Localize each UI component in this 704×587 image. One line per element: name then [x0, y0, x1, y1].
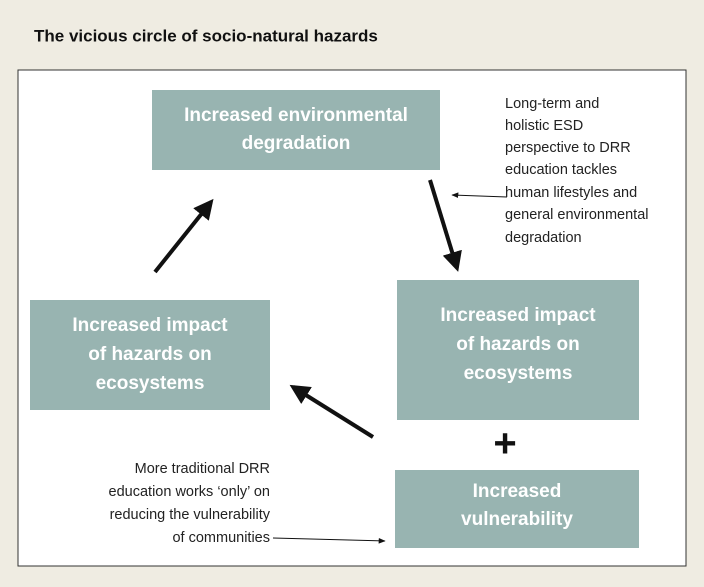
- node-line: Increased: [473, 481, 562, 502]
- annotation-line: holistic ESD: [505, 118, 583, 134]
- node-line: Increased impact: [440, 305, 596, 326]
- annotation: Long-term and holistic ESD perspective t…: [505, 96, 648, 246]
- node-box: [395, 470, 639, 548]
- annotation-line: education works ‘only’ on: [109, 484, 270, 500]
- annotation-line: Long-term and: [505, 96, 599, 112]
- annotation-line: of communities: [172, 530, 270, 546]
- cycle-arrow: [428, 179, 462, 272]
- node-box: [30, 300, 270, 410]
- annotation-line: general environmental: [505, 207, 648, 223]
- node-box: [152, 90, 440, 170]
- annotation-line: reducing the vulnerability: [110, 507, 271, 523]
- cycle-arrow: [153, 198, 214, 274]
- cycle-arrow: [289, 384, 375, 439]
- node-line: vulnerability: [461, 509, 573, 530]
- pointer-arrow: [272, 537, 386, 544]
- pointer-arrow: [451, 192, 508, 199]
- annotation-line: human lifestyles and: [505, 185, 637, 201]
- annotation-line: education tackles: [505, 162, 617, 178]
- node-line: Increased environmental: [184, 105, 408, 126]
- title: The vicious circle of socio-natural haza…: [34, 26, 378, 45]
- annotation: More traditional DRR education works ‘on…: [109, 461, 271, 546]
- plus-sign: +: [493, 422, 516, 466]
- annotation-line: More traditional DRR: [135, 461, 270, 477]
- node-line: degradation: [242, 133, 351, 154]
- annotation-line: perspective to DRR: [505, 140, 631, 156]
- node-line: of hazards on: [88, 344, 212, 365]
- node-box: [397, 280, 639, 420]
- annotation-line: degradation: [505, 230, 582, 246]
- node-text: Increased environmental degradation Incr…: [72, 105, 596, 530]
- node-line: of hazards on: [456, 334, 580, 355]
- node-line: ecosystems: [96, 373, 205, 394]
- node-line: ecosystems: [464, 363, 573, 384]
- node-line: Increased impact: [72, 315, 228, 336]
